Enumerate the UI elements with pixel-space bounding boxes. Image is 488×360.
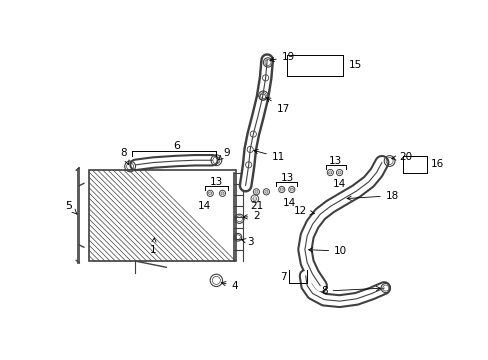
Text: 2: 2 [243, 211, 260, 221]
Text: 7: 7 [280, 272, 286, 282]
Text: 6: 6 [172, 141, 180, 151]
Text: 19: 19 [269, 52, 294, 62]
Text: 10: 10 [308, 246, 346, 256]
Text: 21: 21 [249, 202, 263, 211]
Text: 4: 4 [221, 281, 238, 291]
Text: 16: 16 [429, 159, 443, 170]
Text: 20: 20 [391, 152, 412, 162]
Text: 18: 18 [346, 191, 398, 201]
Text: 11: 11 [253, 149, 285, 162]
Text: 8: 8 [321, 286, 380, 296]
Text: 14: 14 [198, 202, 211, 211]
Text: 13: 13 [209, 177, 223, 187]
Text: 8: 8 [121, 148, 129, 165]
Bar [89, 170, 235, 261]
Bar [89, 170, 235, 261]
Text: 17: 17 [266, 98, 289, 114]
Text: 14: 14 [332, 179, 346, 189]
Text: 1: 1 [150, 238, 156, 255]
Text: 12: 12 [293, 206, 314, 216]
Text: 13: 13 [328, 156, 342, 166]
Text: 14: 14 [282, 198, 296, 208]
Text: 15: 15 [348, 60, 361, 70]
Text: 3: 3 [241, 237, 253, 247]
Text: 5: 5 [65, 201, 77, 214]
Text: 9: 9 [218, 148, 230, 160]
Text: 13: 13 [280, 173, 293, 183]
